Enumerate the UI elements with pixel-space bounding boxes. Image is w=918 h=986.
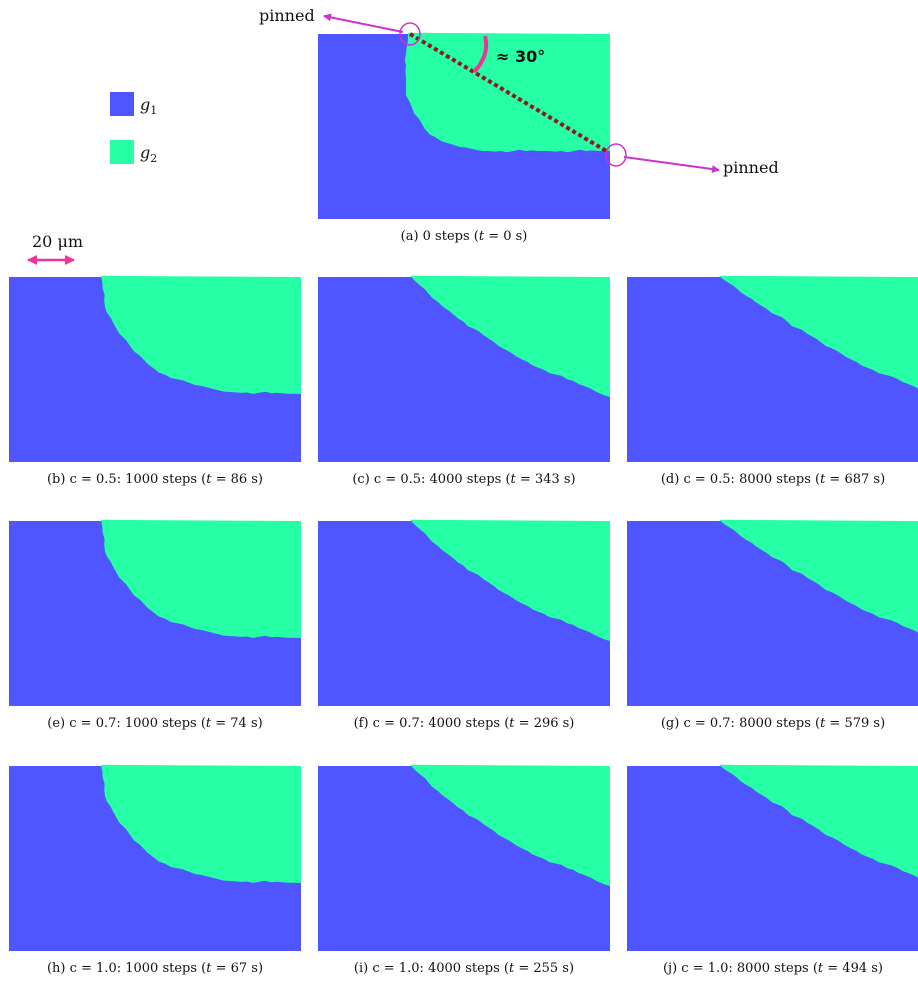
panel-e: (e) c = 0.7: 1000 steps (𝑡 = 74 s) <box>9 519 301 731</box>
panel-d: (d) c = 0.5: 8000 steps (𝑡 = 687 s) <box>627 275 918 487</box>
panel-caption-d: (d) c = 0.5: 8000 steps (𝑡 = 687 s) <box>661 472 885 487</box>
legend-label-g2: g2 <box>140 143 157 165</box>
panel-c: (c) c = 0.5: 4000 steps (𝑡 = 343 s) <box>318 275 610 487</box>
grain-g2-region <box>410 275 610 397</box>
panel-h: (h) c = 1.0: 1000 steps (𝑡 = 67 s) <box>9 764 301 976</box>
grain-g2-region <box>719 519 918 633</box>
panel-a-annotations: pinned pinned ≈ 30° <box>259 6 779 177</box>
panel-g: (g) c = 0.7: 8000 steps (𝑡 = 579 s) <box>627 519 918 731</box>
panel-caption-j: (j) c = 1.0: 8000 steps (𝑡 = 494 s) <box>663 961 883 976</box>
grain-g2-region <box>719 275 918 389</box>
misorientation-line <box>408 32 610 154</box>
pinned-label-right: pinned <box>723 158 779 177</box>
pinned-label-left: pinned <box>259 6 315 25</box>
angle-arc <box>472 35 489 74</box>
grain-g2-region <box>101 764 301 883</box>
panel-caption-a: (a) 0 steps (𝑡 = 0 s) <box>401 229 528 244</box>
grain-g2-region <box>101 519 301 638</box>
legend: g1 g2 <box>110 92 157 165</box>
pinned-arrow-right <box>623 156 720 174</box>
pinned-marker-right <box>605 143 627 167</box>
legend-swatch-g1 <box>110 92 134 116</box>
panel-caption-g: (g) c = 0.7: 8000 steps (𝑡 = 579 s) <box>661 716 885 731</box>
legend-swatch-g2 <box>110 140 134 164</box>
panel-f: (f) c = 0.7: 4000 steps (𝑡 = 296 s) <box>318 519 610 731</box>
panel-a: (a) 0 steps (𝑡 = 0 s) <box>318 32 610 244</box>
panel-j: (j) c = 1.0: 8000 steps (𝑡 = 494 s) <box>627 764 918 976</box>
scale-bar-label: 20 μm <box>32 232 83 251</box>
grain-g2-region <box>719 764 918 878</box>
panel-caption-e: (e) c = 0.7: 1000 steps (𝑡 = 74 s) <box>47 716 262 731</box>
panel-i: (i) c = 1.0: 4000 steps (𝑡 = 255 s) <box>318 764 610 976</box>
panel-caption-i: (i) c = 1.0: 4000 steps (𝑡 = 255 s) <box>354 961 574 976</box>
pinned-arrow-left <box>323 13 404 33</box>
panel-caption-f: (f) c = 0.7: 4000 steps (𝑡 = 296 s) <box>354 716 575 731</box>
scale-bar: 20 μm <box>27 232 83 265</box>
panel-caption-b: (b) c = 0.5: 1000 steps (𝑡 = 86 s) <box>47 472 263 487</box>
panel-caption-h: (h) c = 1.0: 1000 steps (𝑡 = 67 s) <box>47 961 263 976</box>
panel-caption-c: (c) c = 0.5: 4000 steps (𝑡 = 343 s) <box>352 472 575 487</box>
grain-g2-region <box>410 519 610 641</box>
grain-g2-region <box>101 275 301 394</box>
panel-b: (b) c = 0.5: 1000 steps (𝑡 = 86 s) <box>9 275 301 487</box>
grain-g2-region <box>410 764 610 886</box>
panel-grid: (a) 0 steps (𝑡 = 0 s) (b) c = 0.5: 1000 s… <box>9 32 918 976</box>
legend-label-g1: g1 <box>140 95 157 117</box>
pinned-marker-left <box>399 22 421 46</box>
angle-label: ≈ 30° <box>496 47 545 66</box>
